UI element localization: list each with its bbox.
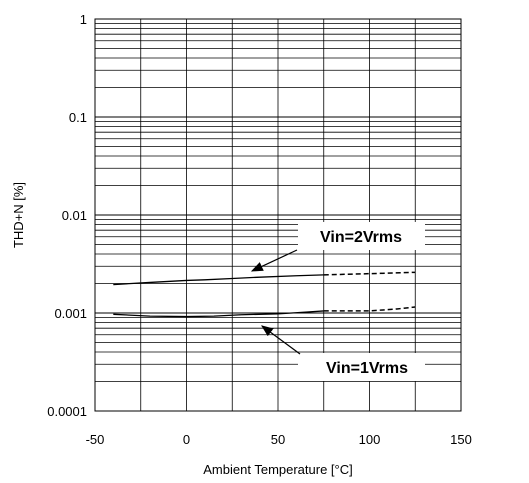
y-tick-label: 0.0001 — [47, 404, 87, 419]
y-axis-label: THD+N [%] — [11, 182, 26, 248]
x-tick-label: 150 — [450, 432, 472, 447]
plot-frame — [94, 18, 462, 412]
x-tick-label: 100 — [359, 432, 381, 447]
callout-label-1: Vin=2Vrms — [320, 229, 402, 246]
x-tick-label: 50 — [271, 432, 285, 447]
series-line-extrapolated-1 — [323, 271, 416, 276]
x-tick-label: -50 — [86, 432, 105, 447]
series-line-measured-2 — [113, 310, 324, 318]
y-tick-labels: 0.0001 0.001 0.01 0.1 1 — [47, 12, 87, 419]
y-tick-label: 0.01 — [62, 208, 87, 223]
callout-box-2 — [298, 353, 425, 381]
series-line-measured-1 — [113, 274, 324, 286]
callout-arrow-2 — [261, 325, 301, 355]
y-tick-label: 0.1 — [69, 110, 87, 125]
x-tick-labels: -50 0 50 100 150 — [86, 432, 472, 447]
callouts: Vin=2Vrms Vin=1Vrms — [250, 222, 425, 381]
y-tick-label: 1 — [80, 12, 87, 27]
y-tick-label: 0.001 — [54, 306, 87, 321]
grid-lines — [95, 19, 461, 411]
series-line-extrapolated-2 — [323, 306, 416, 312]
x-tick-label: 0 — [183, 432, 190, 447]
callout-box-1 — [298, 222, 425, 250]
callout-label-2: Vin=1Vrms — [326, 360, 408, 377]
callout-arrow-1 — [250, 249, 298, 272]
x-axis-label: Ambient Temperature [°C] — [203, 462, 352, 477]
series-lines — [113, 271, 416, 318]
